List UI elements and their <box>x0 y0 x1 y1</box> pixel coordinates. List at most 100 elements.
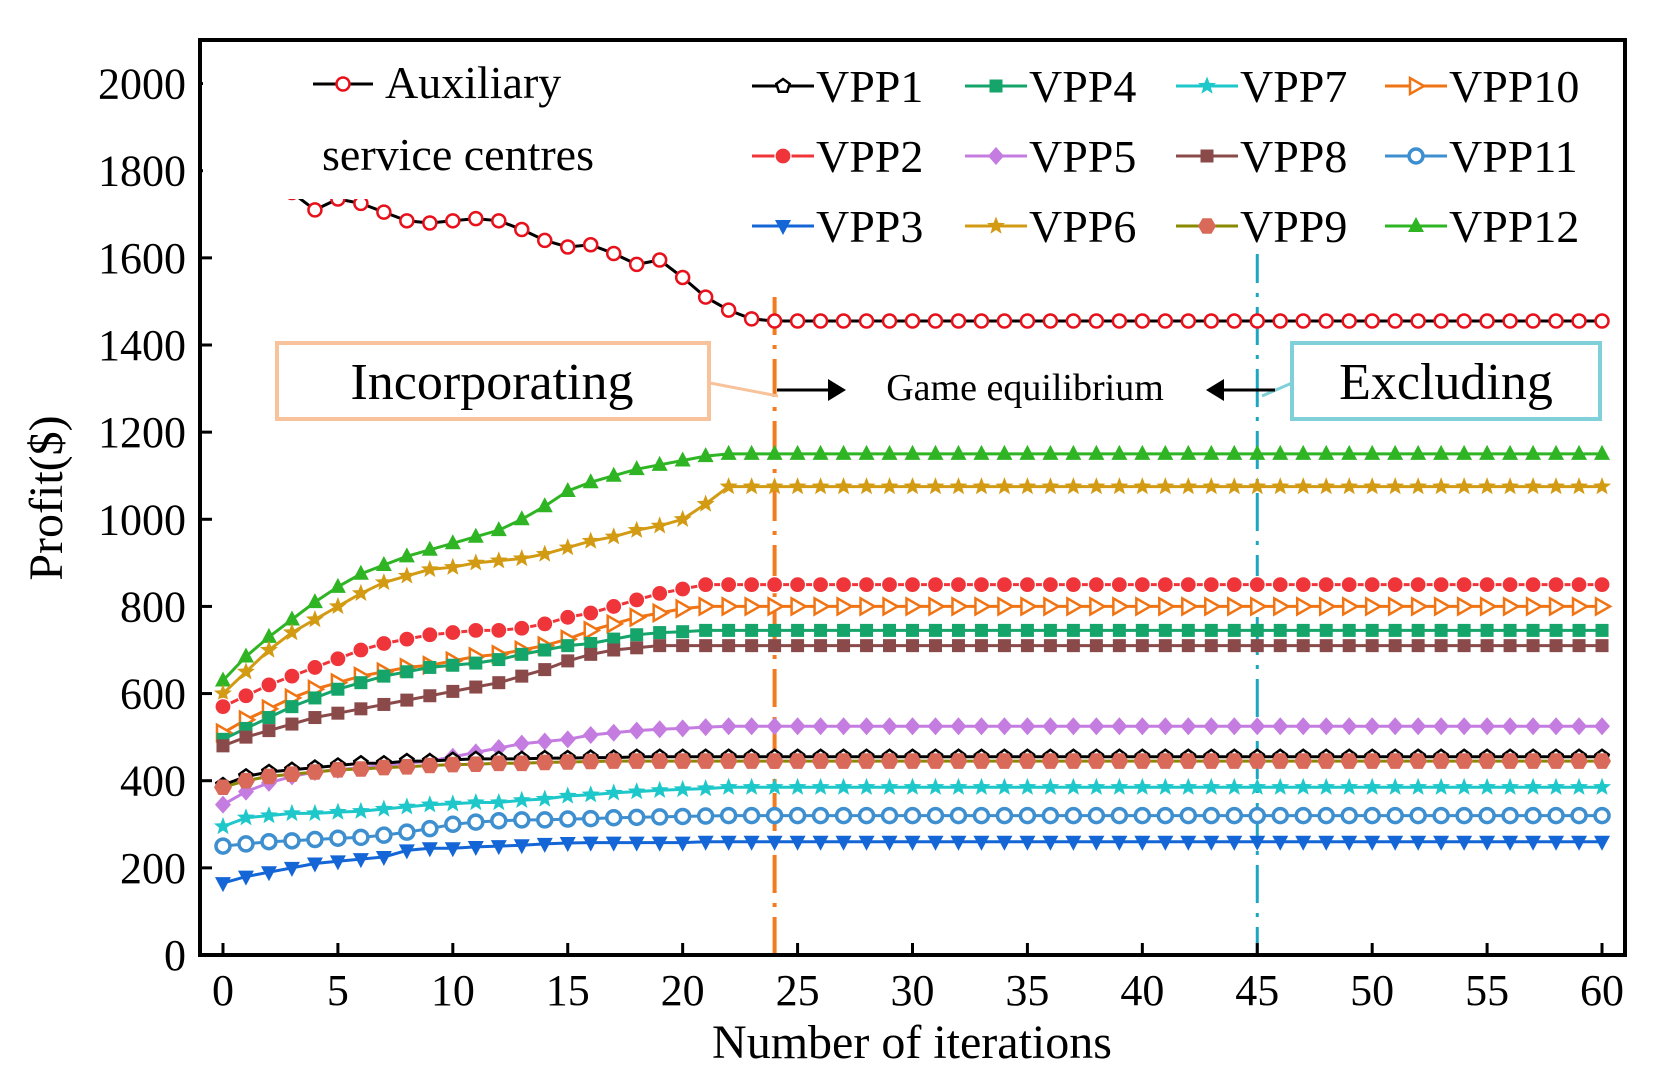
vpp2-point <box>903 576 922 594</box>
vpp8-point <box>1526 639 1540 653</box>
auxiliary-service-centres-point <box>950 313 967 329</box>
auxiliary-service-centres-point <box>881 313 898 329</box>
vpp8-point <box>1089 639 1103 653</box>
vpp2-point <box>1317 576 1335 594</box>
series-vpp2 <box>214 576 1611 716</box>
vpp11-point <box>398 823 416 841</box>
vpp11-point <box>1179 806 1198 825</box>
vpp2-point <box>628 591 646 609</box>
vpp9-point <box>627 753 646 769</box>
vpp11-point <box>1317 806 1335 825</box>
auxiliary-service-centres-point <box>973 313 990 329</box>
vpp9-point <box>558 754 577 770</box>
vpp4-point <box>1181 623 1195 637</box>
vpp8-point <box>1342 639 1356 653</box>
vpp3-point <box>1571 835 1588 851</box>
vpp11-point <box>719 806 738 825</box>
right-arrow-icon <box>777 379 846 401</box>
vpp4-point <box>262 711 276 725</box>
vpp4-point <box>1089 623 1103 637</box>
vpp2-point <box>260 676 278 694</box>
vpp4-point <box>584 636 598 650</box>
vpp2-point <box>1087 576 1105 594</box>
vpp10-point <box>974 596 992 617</box>
vpp3-point <box>582 836 599 852</box>
auxiliary-service-centres-point <box>468 210 484 227</box>
vpp6-point <box>788 477 807 495</box>
vpp9-point <box>1294 753 1313 769</box>
vpp12-point <box>1433 444 1450 460</box>
vpp3-point <box>720 835 737 851</box>
auxiliary-service-centres-point <box>1249 313 1266 329</box>
vpp10-point <box>1433 596 1452 617</box>
vpp11-point <box>834 806 853 825</box>
vpp9-point <box>282 766 301 782</box>
vpp4-point <box>1503 623 1517 637</box>
vpp11-point <box>1248 806 1267 825</box>
vpp9-point <box>1409 753 1428 769</box>
legend-entry-vpp4: VPP4 <box>965 61 1136 112</box>
vpp7-point <box>351 801 370 819</box>
vpp12-point <box>904 444 921 460</box>
x-tick-label: 5 <box>327 966 349 1015</box>
auxiliary-service-centres-point <box>927 313 944 329</box>
vpp8-point <box>814 639 828 653</box>
vpp5-point <box>1525 717 1542 736</box>
vpp2-point <box>1455 576 1473 594</box>
vpp5-point <box>1180 717 1197 736</box>
vpp4-point <box>883 623 897 637</box>
vpp5-point <box>1134 717 1151 736</box>
vpp5-point <box>789 717 806 736</box>
vpp12-point <box>996 444 1013 460</box>
vpp6-point <box>236 662 255 680</box>
auxiliary-service-centres-point <box>1088 313 1105 329</box>
vpp10-point <box>836 596 855 617</box>
vpp2-point <box>237 687 255 705</box>
x-tick-label: 50 <box>1350 966 1394 1015</box>
vpp6-point <box>1547 477 1566 495</box>
vpp8-point <box>653 639 667 653</box>
vpp4-point <box>653 626 667 640</box>
legend-swatch-marker <box>988 147 1004 165</box>
vpp3-point <box>1203 835 1220 851</box>
vpp11-point <box>513 811 531 829</box>
vpp9-point <box>260 768 278 785</box>
vpp12-point <box>743 444 760 460</box>
vpp9-point <box>1018 753 1037 769</box>
vpp10-point <box>1227 596 1245 617</box>
vpp4-point <box>1549 623 1563 637</box>
series-vpp9 <box>214 753 1611 795</box>
legend-swatch-marker <box>774 147 792 165</box>
vpp10-point <box>767 596 786 617</box>
vpp8-point <box>1296 639 1310 653</box>
vpp7-point <box>857 777 876 795</box>
vpp6-point <box>903 477 922 495</box>
vpp2-point <box>949 576 968 594</box>
vpp3-point <box>697 835 714 851</box>
vpp10-point <box>1594 596 1613 617</box>
legend-swatch-marker <box>989 79 1003 93</box>
vpp5-point <box>1433 717 1450 736</box>
vpp3-point <box>1226 835 1243 851</box>
vpp10-point <box>1272 596 1291 617</box>
vpp5-point <box>881 717 898 736</box>
vpp6-point <box>535 544 554 562</box>
vpp4-point <box>837 623 851 637</box>
series-auxiliary-service-centres <box>215 91 1610 329</box>
vpp4-point <box>331 682 345 696</box>
vpp9-point <box>1133 753 1152 769</box>
vpp3-point <box>1249 835 1266 851</box>
vpp7-point <box>282 803 301 822</box>
vpp4-point <box>446 658 460 672</box>
auxiliary-service-centres-point <box>1479 313 1495 329</box>
vpp12-point <box>1502 444 1519 460</box>
vpp4-point <box>561 639 575 653</box>
vpp3-point <box>398 844 415 860</box>
auxiliary-service-centres-point <box>1525 313 1541 329</box>
vpp4-point <box>1135 623 1149 637</box>
vpp3-point <box>329 855 346 871</box>
vpp3-point <box>1433 835 1450 851</box>
vpp2-point <box>1041 576 1060 594</box>
vpp5-point <box>1295 717 1312 736</box>
vpp9-point <box>351 761 370 777</box>
